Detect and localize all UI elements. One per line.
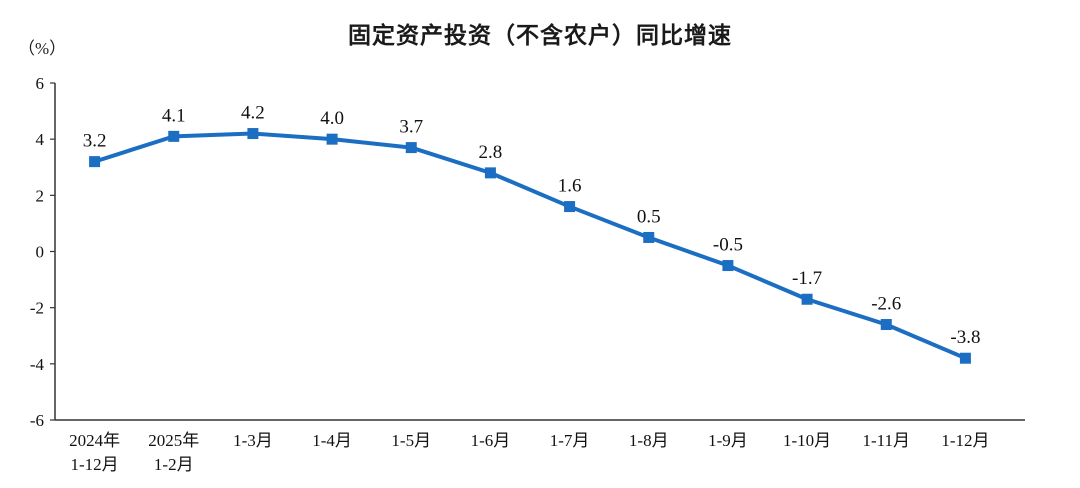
data-point-value-label: -0.5 [713, 235, 743, 256]
data-point-marker [564, 201, 576, 213]
data-point-marker [801, 293, 813, 305]
chart-header: 固定资产投资（不含农户）同比增速 （%） [0, 0, 1080, 58]
data-point-value-label: 4.0 [320, 108, 344, 129]
data-point-value-label: 0.5 [637, 206, 661, 227]
y-tick-label: 2 [36, 186, 45, 205]
y-tick-label: 0 [36, 243, 45, 262]
line-chart: -6 -4 -2 0 2 4 6 2024年 1-12月 2025年 1-2月 1-3月 1-4月 1-5… [30, 74, 1025, 474]
data-point-value-label: 4.2 [241, 103, 265, 124]
y-tick-label: 4 [36, 130, 45, 149]
data-point-value-label: 3.2 [83, 131, 107, 152]
data-point-marker [484, 167, 496, 179]
data-point-marker [880, 319, 892, 331]
data-point-marker [326, 133, 338, 145]
data-point-marker [722, 260, 734, 272]
data-point-marker [168, 130, 180, 142]
x-category-label: 1-10月 [783, 431, 831, 450]
data-point-marker [643, 231, 655, 243]
y-tick-label: -2 [30, 299, 44, 318]
x-category-label: 1-7月 [550, 431, 590, 450]
data-point-marker [405, 142, 417, 154]
x-category-label: 2025年 [148, 431, 199, 450]
data-point-marker [959, 352, 971, 364]
data-point-marker [89, 156, 101, 168]
x-category-label: 1-6月 [471, 431, 511, 450]
data-line [92, 131, 968, 361]
x-category-label: 1-3月 [233, 431, 273, 450]
x-category-label: 1-12月 [70, 455, 118, 474]
x-category-label: 2024年 [69, 431, 120, 450]
y-tick-label: 6 [36, 74, 45, 93]
y-tick-label: -6 [30, 411, 44, 430]
x-category-label: 1-12月 [941, 431, 989, 450]
data-point-marker [247, 128, 259, 140]
y-axis-unit-label: （%） [18, 39, 67, 58]
x-category-label: 1-9月 [708, 431, 748, 450]
data-point-value-label: -2.6 [871, 294, 901, 315]
y-tick-label: -4 [30, 355, 45, 374]
x-category-label: 1-2月 [154, 455, 194, 474]
data-point-value-label: -1.7 [792, 268, 822, 289]
chart-title: 固定资产投资（不含农户）同比增速 [348, 22, 732, 48]
data-point-value-label: 3.7 [399, 117, 423, 138]
data-point-value-label: 1.6 [558, 176, 582, 197]
data-point-value-label: 2.8 [479, 142, 503, 163]
data-point-value-label: 4.1 [162, 105, 186, 126]
data-point-value-label: -3.8 [950, 327, 980, 348]
x-category-label: 1-5月 [391, 431, 431, 450]
x-category-label: 1-11月 [862, 431, 910, 450]
x-category-label: 1-4月 [312, 431, 352, 450]
x-category-label: 1-8月 [629, 431, 669, 450]
